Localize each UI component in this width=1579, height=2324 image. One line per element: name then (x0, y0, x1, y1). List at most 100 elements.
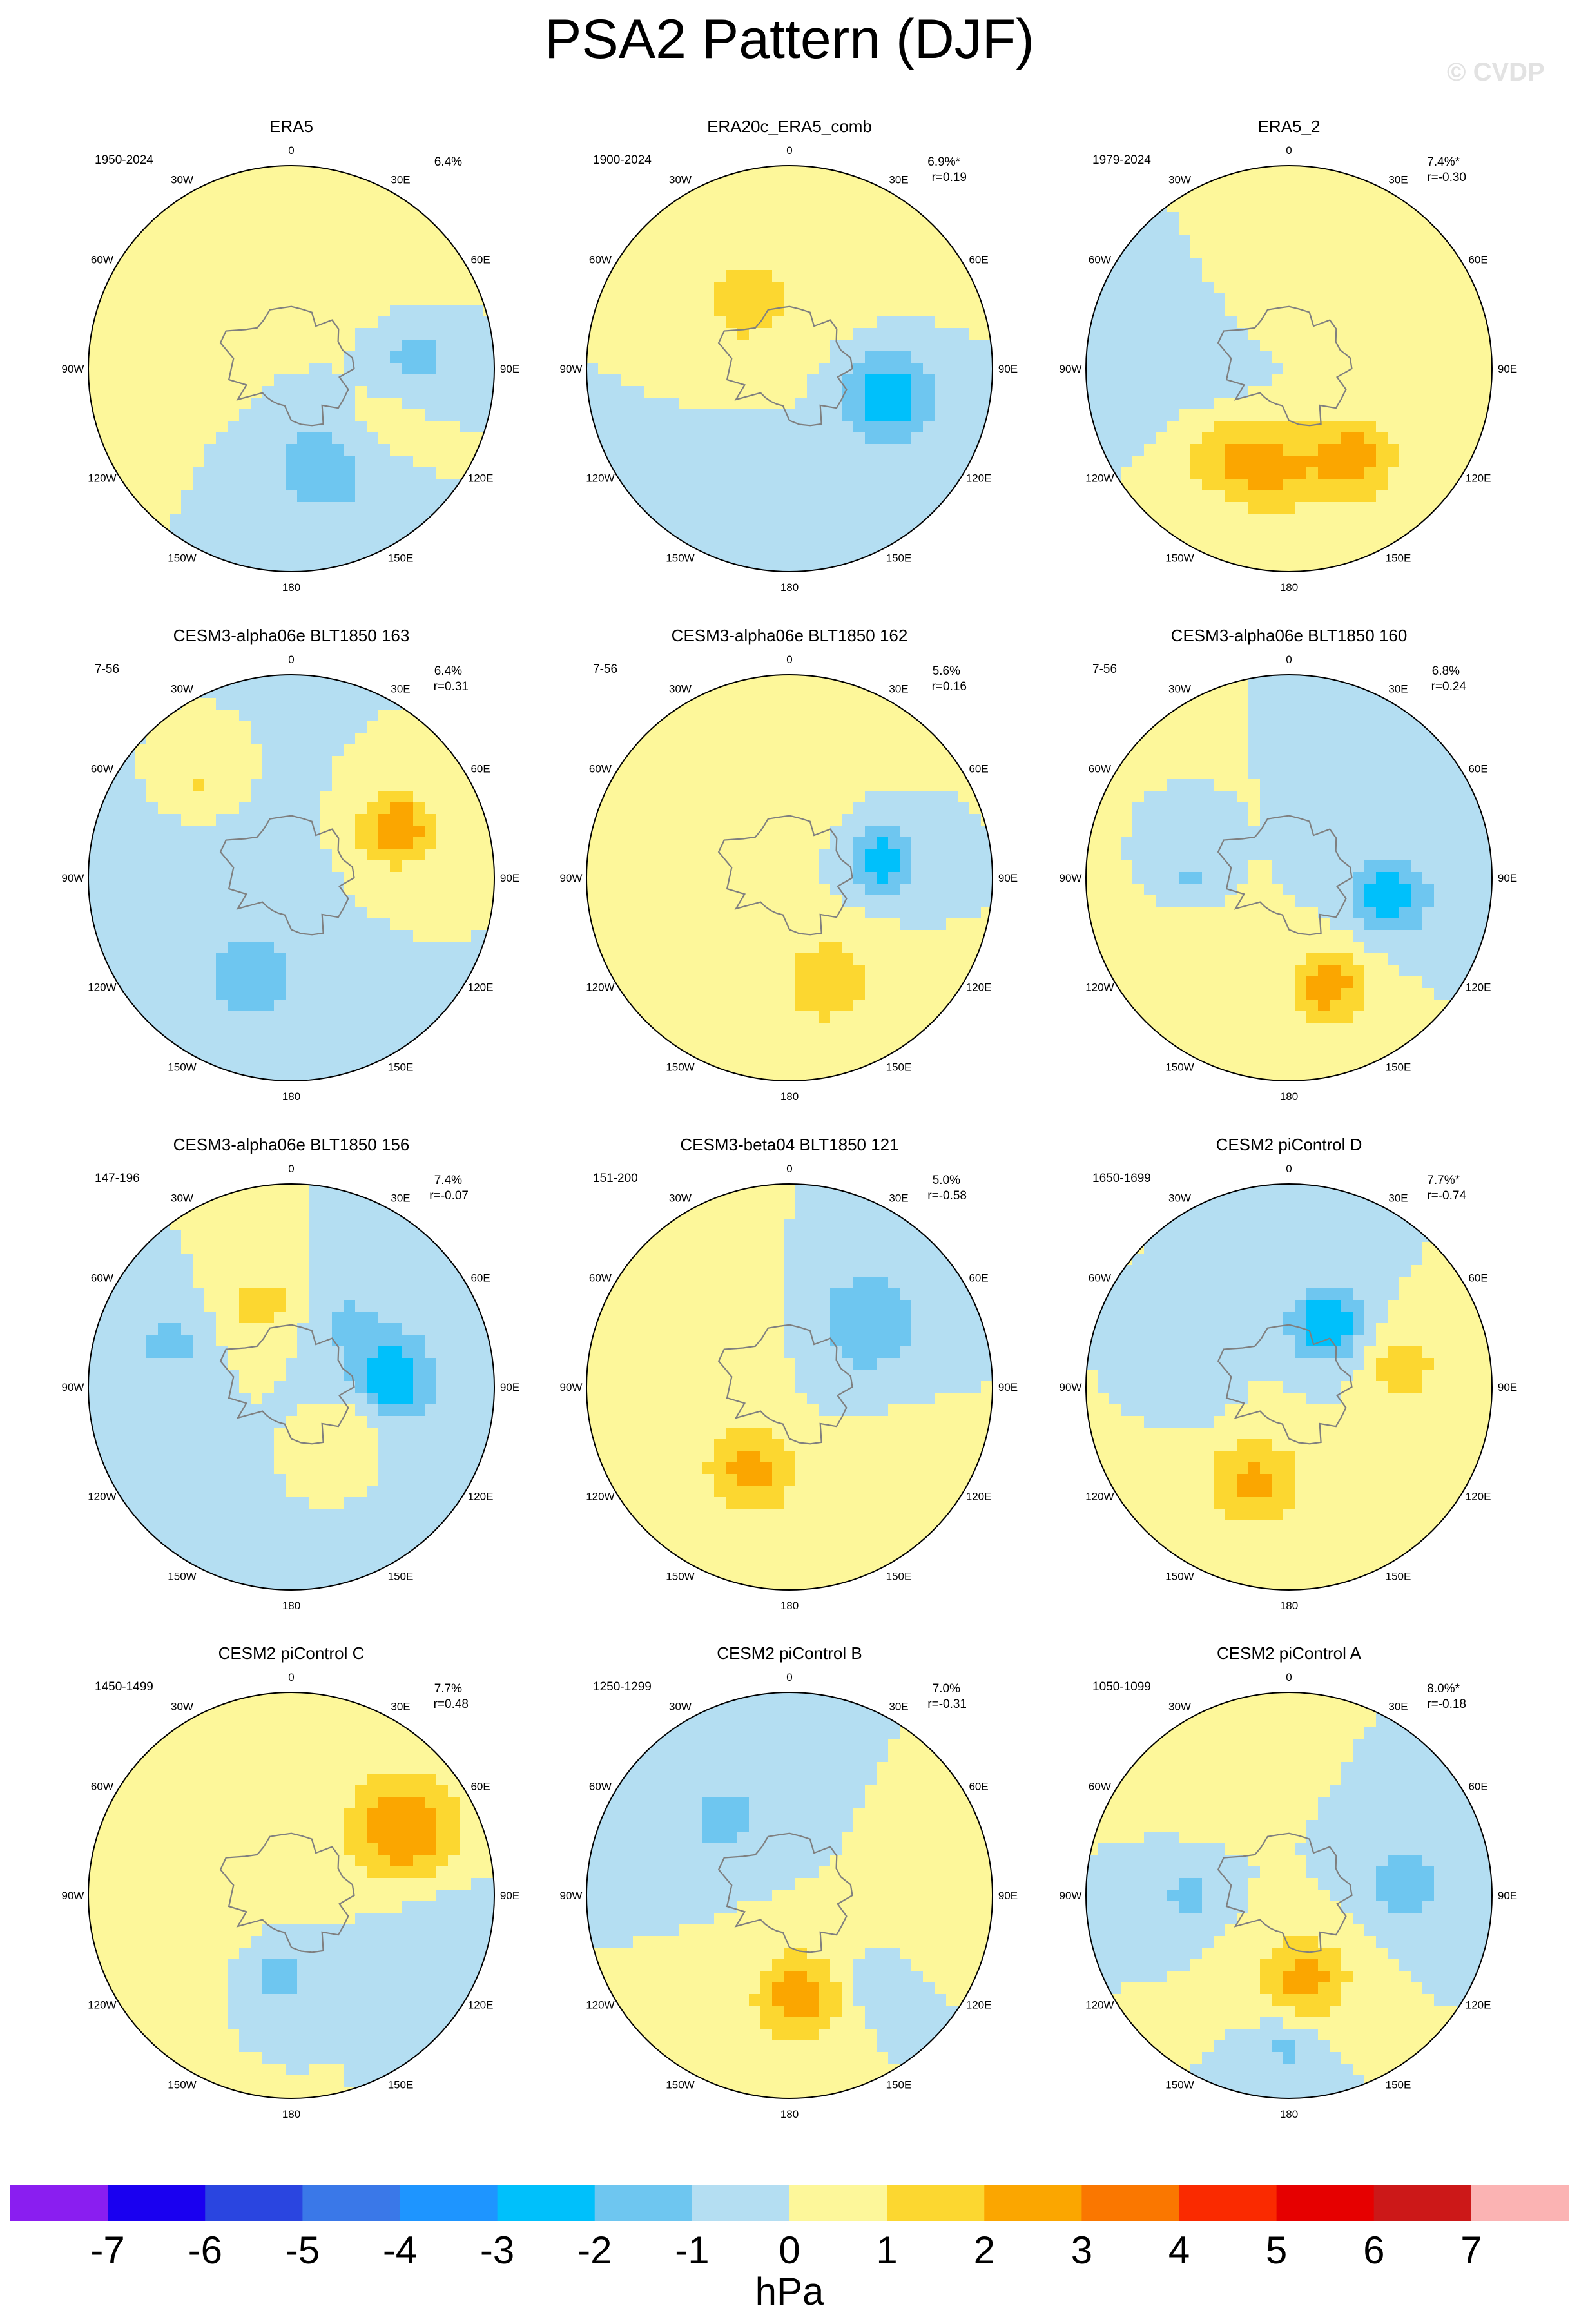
pattern-correlation: r=-0.18 (1427, 1698, 1466, 1711)
colorbar-segment (400, 2185, 498, 2221)
map-border (586, 674, 993, 1081)
pattern-correlation: r=0.19 (932, 171, 967, 184)
year-range: 7-56 (1092, 663, 1117, 676)
longitude-label: 90W (62, 1381, 84, 1393)
longitude-label: 30W (669, 683, 692, 695)
longitude-label: 90W (1060, 1890, 1082, 1902)
longitude-label: 60E (470, 254, 490, 266)
colorbar-segment (302, 2185, 400, 2221)
longitude-label: 60E (1468, 1781, 1487, 1793)
antarctica-coastline (1217, 305, 1353, 427)
longitude-label: 0 (1286, 1163, 1292, 1175)
longitude-label: 180 (780, 1090, 799, 1103)
longitude-label: 120W (88, 472, 116, 485)
longitude-label: 180 (1280, 2108, 1298, 2120)
longitude-label: 60W (589, 1781, 612, 1793)
longitude-label: 60W (1089, 1272, 1111, 1284)
map-border (88, 1183, 495, 1591)
colorbar-tick: 7 (1460, 2229, 1482, 2272)
longitude-label: 90E (500, 1890, 519, 1902)
colorbar-segment (1179, 2185, 1277, 2221)
antarctica-coastline (1217, 815, 1353, 936)
map-border (88, 165, 495, 572)
antarctica-coastline (717, 1832, 853, 1953)
longitude-label: 30E (391, 1700, 410, 1712)
year-range: 1650-1699 (1092, 1172, 1151, 1185)
colorbar-segment (594, 2185, 693, 2221)
longitude-label: 60E (470, 763, 490, 775)
longitude-label: 30W (1168, 1192, 1191, 1204)
variance-explained: 6.8% (1432, 664, 1460, 678)
longitude-label: 150W (1165, 1571, 1194, 1583)
longitude-label: 120W (586, 472, 614, 485)
longitude-label: 30E (889, 683, 908, 695)
map-panel: 0 30E 60E 90E 120E 150E 180 150W 120W 90W 60W 30W CE… (62, 1135, 520, 1612)
longitude-label: 120W (88, 982, 116, 994)
map-border (586, 165, 993, 572)
map-panel: 0 30E 60E 90E 120E 150E 180 150W 120W 90W 60W 30W CE… (560, 1643, 1018, 2120)
colorbar-tick: 5 (1266, 2229, 1287, 2272)
longitude-label: 120E (1466, 982, 1491, 994)
contour-field (88, 1692, 494, 2098)
longitude-label: 0 (288, 654, 294, 666)
longitude-label: 150E (1386, 1061, 1411, 1074)
colorbar-segment (1276, 2185, 1375, 2221)
longitude-label: 30W (171, 683, 193, 695)
variance-explained: 7.4% (434, 1174, 462, 1187)
antarctica-coastline (1217, 1324, 1353, 1445)
longitude-label: 30E (391, 683, 410, 695)
longitude-label: 120E (1466, 472, 1491, 485)
year-range: 1979-2024 (1092, 153, 1151, 167)
contour-field (1086, 675, 1492, 1081)
map-panel: 0 30E 60E 90E 120E 150E 180 150W 120W 90W 60W 30W CE… (560, 626, 1018, 1103)
year-range: 7-56 (95, 663, 119, 676)
longitude-label: 150W (168, 1061, 196, 1074)
colorbar-tick: 4 (1168, 2229, 1190, 2272)
longitude-label: 60W (91, 763, 113, 775)
longitude-label: 90W (560, 1381, 583, 1393)
longitude-label: 60W (1089, 763, 1111, 775)
longitude-label: 60E (969, 254, 988, 266)
longitude-label: 150W (168, 1571, 196, 1583)
figure-title: PSA2 Pattern (DJF) (545, 8, 1034, 70)
variance-explained: 5.0% (933, 1174, 960, 1187)
antarctica-coastline (219, 1832, 355, 1953)
map-panel: 0 30E 60E 90E 120E 150E 180 150W 120W 90W 60W 30W CE… (560, 1135, 1018, 1612)
map-border (586, 1692, 993, 2099)
colorbar: -7 -6 -5 -4 -3 -2 -1 0 1 2 3 4 5 6 7 hPa (10, 2185, 1569, 2313)
longitude-label: 60E (1468, 1272, 1487, 1284)
pattern-correlation: r=-0.07 (429, 1189, 469, 1203)
longitude-label: 0 (786, 1671, 792, 1683)
longitude-label: 90W (62, 872, 84, 884)
longitude-label: 150E (388, 1571, 414, 1583)
longitude-label: 30W (1168, 1700, 1191, 1712)
longitude-label: 180 (282, 581, 300, 594)
map-panel: 0 30E 60E 90E 120E 150E 180 150W 120W 90W 60W 30W CE… (1060, 1643, 1518, 2120)
longitude-label: 30W (669, 1192, 692, 1204)
longitude-label: 120W (586, 1491, 614, 1503)
longitude-label: 60E (969, 1781, 988, 1793)
longitude-label: 60E (470, 1272, 490, 1284)
longitude-label: 0 (1286, 654, 1292, 666)
map-panel: 0 30E 60E 90E 120E 150E 180 150W 120W 90W 60W 30W ER… (560, 117, 1018, 594)
longitude-label: 120E (966, 1999, 992, 2011)
longitude-label: 30W (669, 1700, 692, 1712)
variance-explained: 7.0% (933, 1682, 960, 1696)
map-border (1085, 1692, 1493, 2099)
colorbar-segment (984, 2185, 1082, 2221)
antarctica-coastline (717, 815, 853, 936)
longitude-label: 60W (589, 254, 612, 266)
antarctica-coastline (219, 815, 355, 936)
variance-explained: 6.4% (434, 664, 462, 678)
longitude-label: 150W (1165, 1061, 1194, 1074)
antarctica-coastline (717, 305, 853, 427)
longitude-label: 30W (1168, 683, 1191, 695)
variance-explained: 6.9%* (927, 155, 960, 169)
map-panel: 0 30E 60E 90E 120E 150E 180 150W 120W 90W 60W 30W CE… (1060, 1135, 1518, 1612)
longitude-label: 60W (91, 1781, 113, 1793)
longitude-label: 90W (560, 363, 583, 375)
longitude-label: 120W (1085, 1999, 1114, 2011)
longitude-label: 90E (998, 1890, 1018, 1902)
longitude-label: 0 (1286, 1671, 1292, 1683)
longitude-label: 120E (1466, 1999, 1491, 2011)
